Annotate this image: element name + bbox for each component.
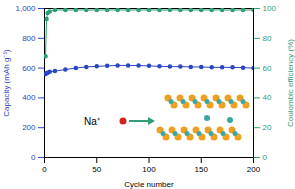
svg-text:100: 100 [142,165,156,174]
svg-text:40: 40 [263,93,272,102]
svg-text:400: 400 [22,93,36,102]
svg-text:600: 600 [22,64,36,73]
svg-text:800: 800 [22,34,36,43]
svg-text:200: 200 [247,165,261,174]
svg-text:100: 100 [263,4,277,13]
svg-text:80: 80 [263,34,272,43]
svg-text:150: 150 [195,165,209,174]
svg-text:20: 20 [263,123,272,132]
svg-text:60: 60 [263,64,272,73]
svg-text:Coulombic efficiency (%): Coulombic efficiency (%) [286,39,295,127]
svg-text:0: 0 [31,153,36,162]
svg-text:Capacity (mAh g⁻¹): Capacity (mAh g⁻¹) [2,49,11,117]
svg-text:1,000: 1,000 [15,4,36,13]
svg-text:50: 50 [92,165,101,174]
svg-text:Cycle number: Cycle number [124,180,174,189]
svg-text:200: 200 [22,123,36,132]
svg-text:0: 0 [42,165,47,174]
svg-text:Na⁺: Na⁺ [84,116,101,127]
svg-text:0: 0 [263,153,268,162]
